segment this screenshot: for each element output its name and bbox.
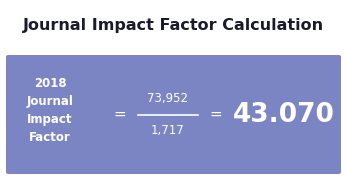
Text: =: =: [113, 107, 126, 122]
FancyBboxPatch shape: [6, 55, 341, 174]
Text: 2018
Journal
Impact
Factor: 2018 Journal Impact Factor: [27, 77, 74, 144]
Text: 73,952: 73,952: [147, 92, 188, 105]
Text: 43.070: 43.070: [233, 102, 335, 127]
Text: Journal Impact Factor Calculation: Journal Impact Factor Calculation: [23, 18, 323, 33]
Text: =: =: [210, 107, 222, 122]
Text: 1,717: 1,717: [151, 124, 185, 137]
